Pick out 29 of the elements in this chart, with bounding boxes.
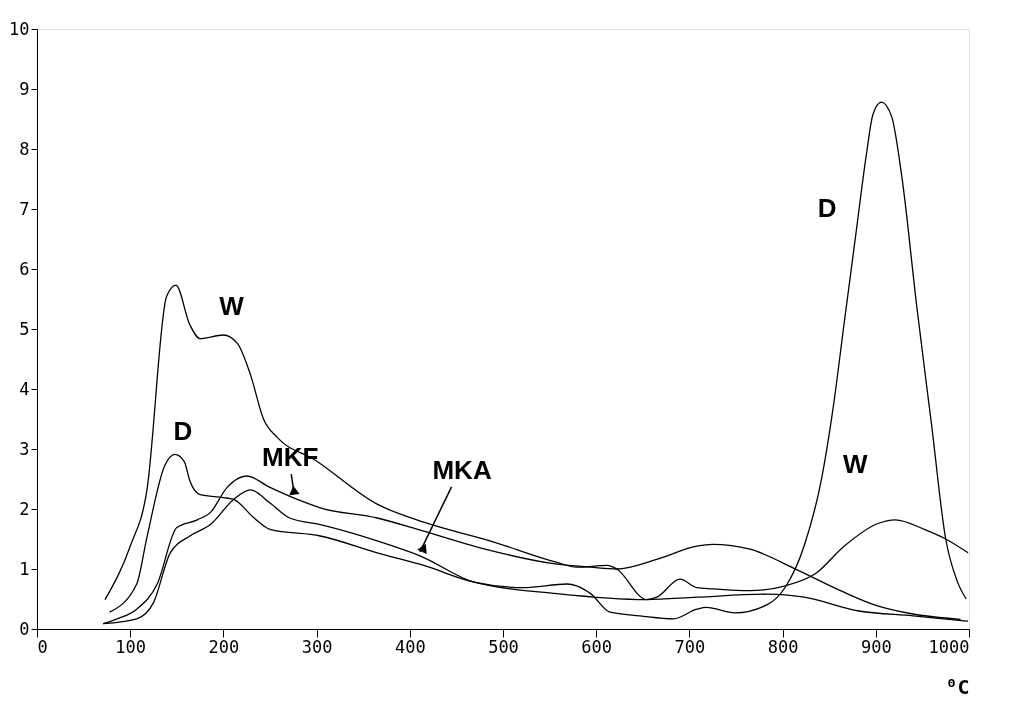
x-tick-label: 800 [767,636,799,657]
y-tick-label: 10 [9,18,30,39]
y-tick-label: 0 [19,618,30,639]
annotation: D [817,193,837,223]
annotation: MKF [262,442,319,473]
x-tick-label: 500 [488,636,519,657]
x-tick-label: 900 [860,636,892,657]
x-tick-label: 100 [115,636,147,657]
annotation: MKA [432,454,492,485]
y-tick-label: 2 [19,498,30,519]
x-tick-label: 700 [674,636,706,657]
y-tick-label: 9 [19,78,30,99]
annotation: W [843,448,869,479]
y-tick-label: 4 [19,378,30,399]
y-tick-label: 6 [19,258,30,279]
y-tick-label: 8 [19,138,30,159]
x-tick-label: 1000 [928,636,970,657]
y-tick-label: 7 [19,198,30,219]
x-axis-title: ⁰C [945,674,970,699]
x-tick-label: 300 [301,636,333,657]
x-tick-label: 600 [581,636,613,657]
y-tick-label: 1 [19,558,30,579]
x-tick-label: 400 [394,636,426,657]
x-tick-label: 200 [208,636,240,657]
annotation: W [219,291,245,321]
annotation: D [173,416,193,447]
y-tick-label: 3 [19,438,30,459]
y-tick-label: 5 [19,318,30,339]
x-tick-label: 0 [37,636,48,657]
